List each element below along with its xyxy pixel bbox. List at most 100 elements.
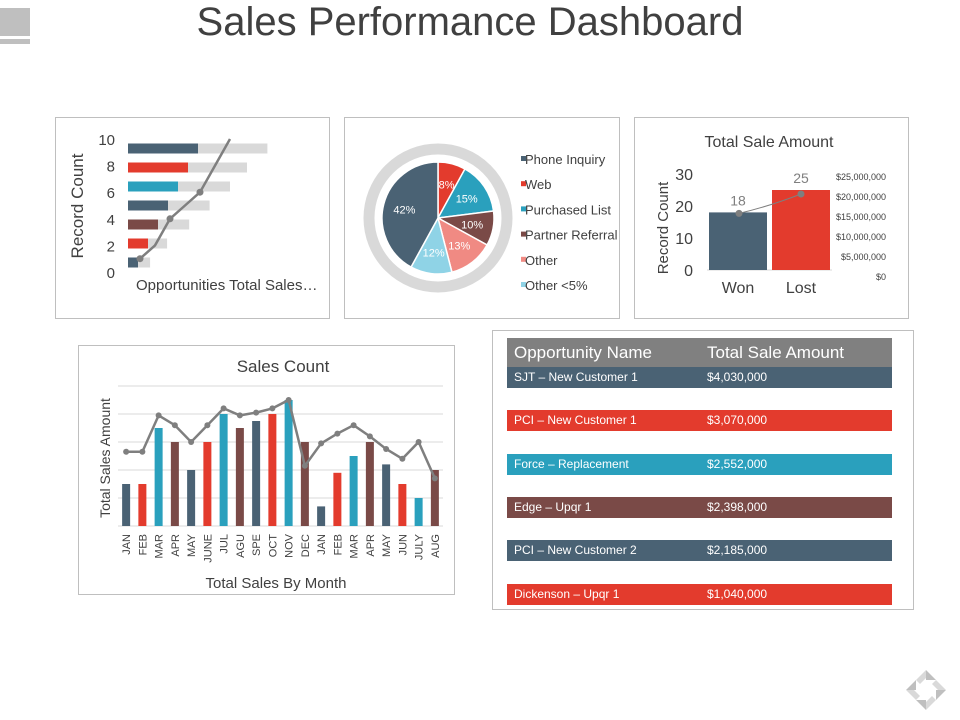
- table-row: PCI – New Customer 2 $2,185,000: [507, 540, 892, 562]
- bar: [128, 143, 198, 154]
- slice-label: 12%: [423, 247, 445, 259]
- table-header: Opportunity Name Total Sale Amount: [507, 338, 892, 368]
- bar: [300, 442, 309, 526]
- sales-count-panel: Sales Count Total Sales Amount JAN FEB MAR AP…: [78, 345, 455, 595]
- axis-tick-label: 20: [675, 199, 693, 216]
- cell-total-sale-amount: $2,552,000: [707, 456, 768, 471]
- month-label: JUNE: [202, 534, 214, 563]
- column-header-total-sale-amount: Total Sale Amount: [707, 343, 845, 362]
- month-label: MAR: [154, 534, 166, 559]
- trend-point: [188, 439, 195, 445]
- bar: [414, 498, 423, 526]
- pie-slice: [436, 167, 495, 219]
- connector-line: [738, 193, 802, 214]
- cell-opportunity-name: Force – Replacement: [514, 456, 629, 471]
- trend-point: [123, 448, 130, 455]
- sales-count-chart: Sales Count Total Sales Amount JAN FEB MAR AP…: [97, 357, 443, 592]
- data-label: 18: [730, 192, 746, 208]
- legend-label: Other: [525, 253, 558, 268]
- opportunity-table-panel: Opportunity Name Total Sale Amount SJT –…: [492, 330, 914, 610]
- pie-ring: [363, 143, 513, 293]
- legend-label: Partner Referral: [525, 228, 618, 243]
- month-label: MAR: [349, 534, 361, 559]
- legend-label: Phone Inquiry: [525, 152, 606, 167]
- month-label: SPE: [251, 534, 263, 556]
- trend-line: [139, 138, 232, 260]
- axis-tick-label: 0: [107, 265, 115, 282]
- month-label: AGU: [235, 534, 247, 558]
- bar: [154, 428, 163, 526]
- month-label: AUG: [430, 534, 442, 558]
- month-label: JAN: [316, 534, 328, 555]
- trend-point: [350, 422, 357, 429]
- month-label: JULY: [414, 533, 426, 560]
- table-row: PCI – New Customer 1 $3,070,000: [507, 410, 892, 432]
- axis-tick-label: 6: [107, 185, 115, 202]
- cell-opportunity-name: Dickenson – Upqr 1: [514, 586, 620, 601]
- total-sale-amount-panel: Total Sale Amount 30 20 10 0 Record Count 18 Wo…: [634, 117, 909, 319]
- bar: [365, 442, 374, 526]
- trend-point: [285, 397, 292, 403]
- lead-source-pie-chart: 8%15% 10% 13%12% 42% Phone Inquiry Web Purchas…: [363, 143, 618, 293]
- secondary-axis-tick-label: $25,000,000: [836, 172, 886, 182]
- bar: [709, 212, 767, 270]
- page-title: Sales Performance Dashboard: [196, 0, 744, 44]
- trend-point: [136, 255, 144, 263]
- lead-source-pie-panel: 8% 15% 10% 13% 12% 42% Phone Inquiry Web Purchas…: [344, 117, 620, 319]
- bar: [203, 442, 212, 526]
- data-label: 25: [793, 170, 809, 186]
- y-axis-title: Total Sales Amount: [97, 398, 113, 518]
- table-row: Dickenson – Upqr 1 $1,040,000: [507, 583, 892, 605]
- trend-point: [196, 188, 204, 196]
- connector-point: [797, 190, 805, 198]
- month-label: JAN: [121, 534, 133, 555]
- cell-total-sale-amount: $3,070,000: [707, 413, 768, 428]
- bar: [170, 442, 179, 526]
- trend-point: [318, 440, 325, 447]
- slice-label: 10%: [461, 220, 483, 232]
- table-row: Edge – Upqr 1 $2,398,000: [507, 496, 892, 518]
- axis-tick-label: 10: [675, 231, 693, 248]
- bar: [235, 428, 244, 526]
- axis-tick-label: 10: [98, 132, 115, 149]
- bar: [138, 484, 147, 526]
- bar: [284, 400, 293, 526]
- legend-swatch: [521, 231, 526, 237]
- x-axis-title: Total Sales By Month: [206, 575, 347, 592]
- trend-point: [171, 422, 178, 429]
- month-label: OCT: [267, 534, 279, 558]
- legend-label: Purchased List: [525, 202, 611, 217]
- cell-opportunity-name: Edge – Upqr 1: [514, 499, 592, 514]
- y-axis-title: Record Count: [655, 181, 672, 274]
- slide-marker-icon: [0, 8, 30, 46]
- bar: [128, 162, 188, 173]
- legend-swatch: [521, 156, 526, 161]
- trend-point: [253, 409, 260, 416]
- bar: [122, 484, 131, 526]
- diamond-arrows-logo-icon: [904, 668, 948, 712]
- trend-point: [383, 446, 390, 452]
- axis-tick-label: 30: [675, 167, 693, 184]
- month-label: JUN: [397, 534, 409, 555]
- legend-swatch: [521, 256, 526, 262]
- opportunities-chart-panel: 10 8 6 4 2 0 Record Count Opportunities Total S…: [55, 117, 330, 319]
- bar: [187, 470, 196, 526]
- bar: [398, 484, 407, 526]
- category-label: Lost: [786, 280, 817, 297]
- legend-label: Web: [525, 177, 552, 192]
- month-label: MAY: [381, 533, 393, 557]
- cell-total-sale-amount: $1,040,000: [707, 586, 768, 601]
- bar: [772, 190, 830, 270]
- month-label: APR: [170, 534, 182, 557]
- bar: [128, 181, 178, 192]
- legend-label: Other <5%: [525, 278, 588, 293]
- slice-label: 8%: [439, 179, 455, 191]
- secondary-axis-tick-label: $20,000,000: [836, 192, 886, 202]
- category-label: Won: [722, 280, 755, 297]
- axis-tick-label: 2: [107, 238, 115, 255]
- month-label: FEB: [137, 534, 149, 555]
- month-label: MAY: [186, 533, 198, 557]
- cell-total-sale-amount: $4,030,000: [707, 370, 768, 384]
- bar: [349, 456, 358, 526]
- legend-swatch: [521, 282, 526, 287]
